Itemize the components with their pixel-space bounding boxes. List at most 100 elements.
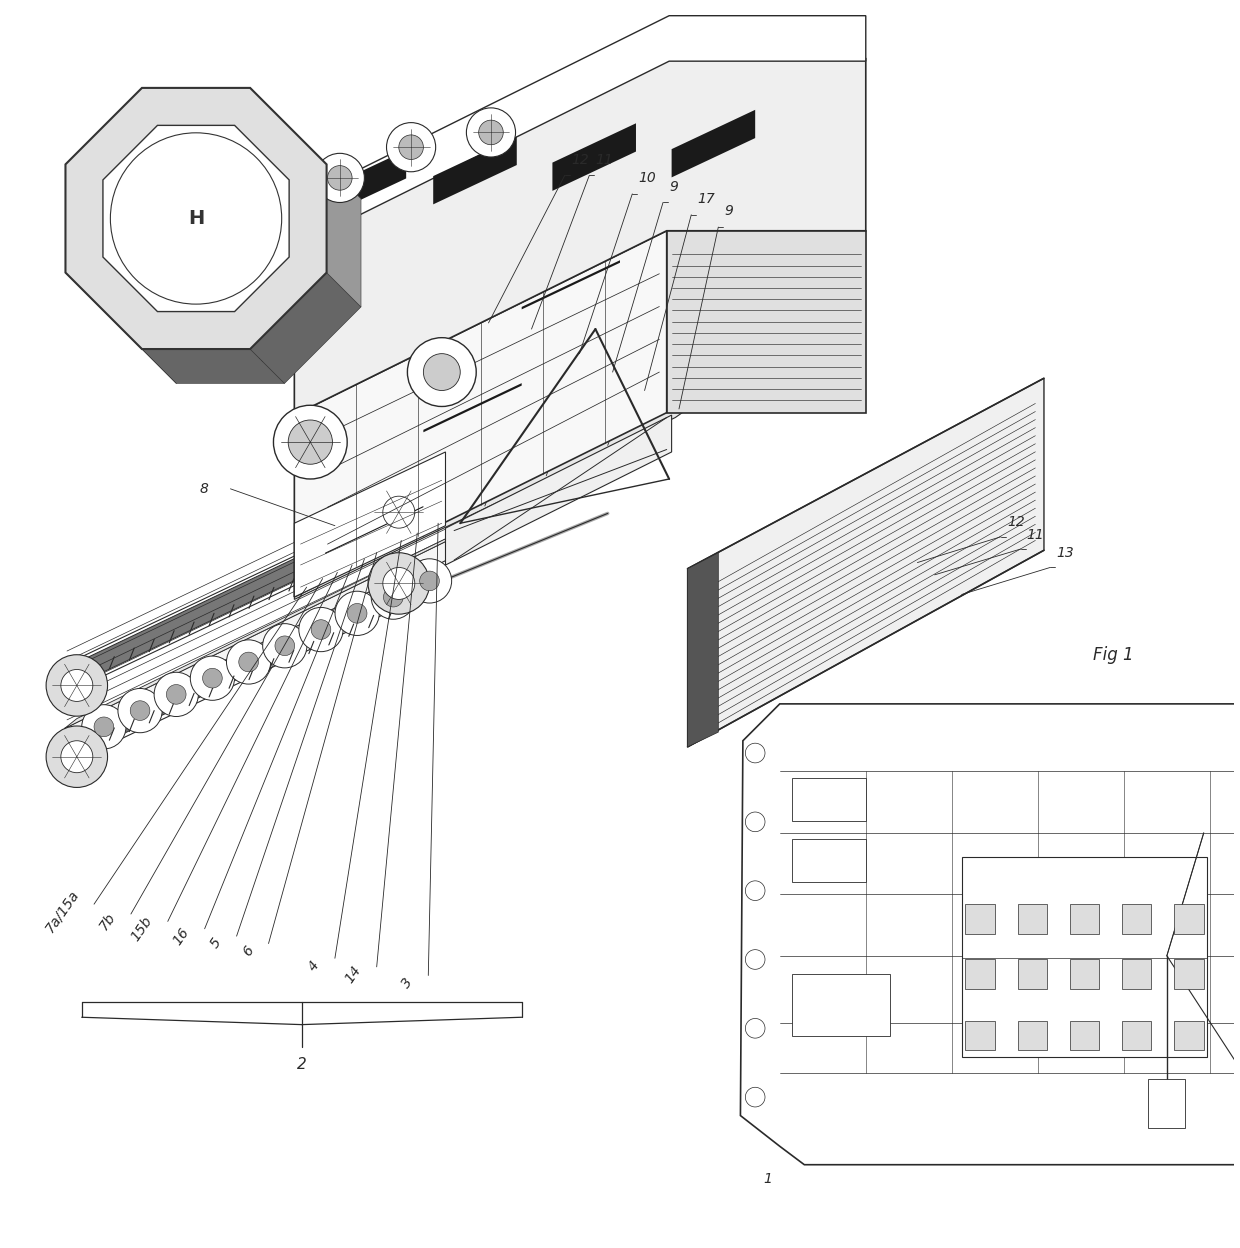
Circle shape [745,881,765,901]
Polygon shape [423,383,522,432]
Text: 17: 17 [697,192,715,206]
Bar [1070,905,1100,934]
Circle shape [371,575,415,619]
Circle shape [202,669,222,688]
Bar [1174,1021,1204,1051]
Text: 9: 9 [724,205,733,218]
Polygon shape [552,124,636,191]
Circle shape [408,338,476,407]
Circle shape [46,655,108,716]
Circle shape [263,624,308,668]
Text: 12: 12 [1007,515,1024,529]
Polygon shape [66,87,326,349]
Text: 6: 6 [239,943,257,958]
Polygon shape [962,857,1208,1057]
Circle shape [368,553,429,614]
Bar [1174,905,1204,934]
Text: 11: 11 [595,152,613,167]
Bar [1070,960,1100,988]
Bar [1070,1021,1100,1051]
Polygon shape [294,452,445,597]
Polygon shape [688,378,1044,746]
Text: 7a/15a: 7a/15a [42,887,82,935]
Polygon shape [672,110,755,177]
Circle shape [423,353,460,391]
Bar [792,778,866,821]
Circle shape [227,640,270,684]
Polygon shape [298,16,866,246]
Polygon shape [66,87,326,349]
Bar [1122,960,1152,988]
Polygon shape [250,272,361,383]
Circle shape [383,588,403,607]
Text: 8: 8 [200,482,208,495]
Polygon shape [322,150,407,217]
Circle shape [288,421,332,464]
Polygon shape [92,114,300,323]
Circle shape [82,705,126,749]
Text: H: H [188,208,205,228]
Circle shape [408,559,451,603]
Circle shape [745,812,765,831]
Circle shape [154,673,198,716]
Text: 14: 14 [342,963,365,986]
Polygon shape [86,107,308,329]
Polygon shape [688,553,718,746]
Bar [1018,960,1047,988]
Circle shape [368,482,429,543]
Circle shape [118,689,162,733]
Circle shape [327,166,352,190]
Polygon shape [522,261,620,310]
Bar [1018,1021,1047,1051]
Polygon shape [667,231,866,413]
Polygon shape [64,525,472,729]
Text: 3: 3 [399,975,415,991]
Circle shape [745,1018,765,1038]
Polygon shape [57,572,417,765]
Polygon shape [325,505,423,554]
Circle shape [311,620,331,639]
Circle shape [387,122,435,172]
Circle shape [239,653,258,671]
Polygon shape [141,87,284,122]
Circle shape [745,744,765,763]
Bar [792,839,866,882]
Bar [965,1021,994,1051]
Polygon shape [433,137,517,205]
Text: 4: 4 [306,958,322,973]
Circle shape [383,497,414,528]
Polygon shape [294,384,688,599]
Bar [792,975,890,1036]
Text: 12: 12 [570,152,589,167]
Circle shape [315,154,365,202]
Circle shape [745,1087,765,1107]
Polygon shape [445,416,672,565]
Text: 5: 5 [208,936,224,951]
Circle shape [274,406,347,479]
Circle shape [275,636,295,655]
Polygon shape [250,87,361,198]
Polygon shape [72,95,320,342]
Polygon shape [740,704,1240,1164]
Text: Fig 1: Fig 1 [1094,645,1133,664]
Circle shape [466,107,516,157]
Circle shape [94,718,114,736]
Circle shape [479,120,503,145]
Polygon shape [66,272,176,383]
Circle shape [419,572,439,590]
Bar [1018,905,1047,934]
Bar [1174,960,1204,988]
Polygon shape [141,349,284,383]
Text: 13: 13 [1056,547,1074,560]
Circle shape [190,656,234,700]
Circle shape [46,726,108,787]
Polygon shape [64,535,458,749]
Circle shape [299,608,343,651]
Bar [1122,1021,1152,1051]
Polygon shape [78,101,314,336]
Bar [1148,1078,1185,1128]
Text: 11: 11 [1027,528,1044,542]
Circle shape [399,135,423,160]
Bar [965,905,994,934]
Circle shape [383,568,414,599]
